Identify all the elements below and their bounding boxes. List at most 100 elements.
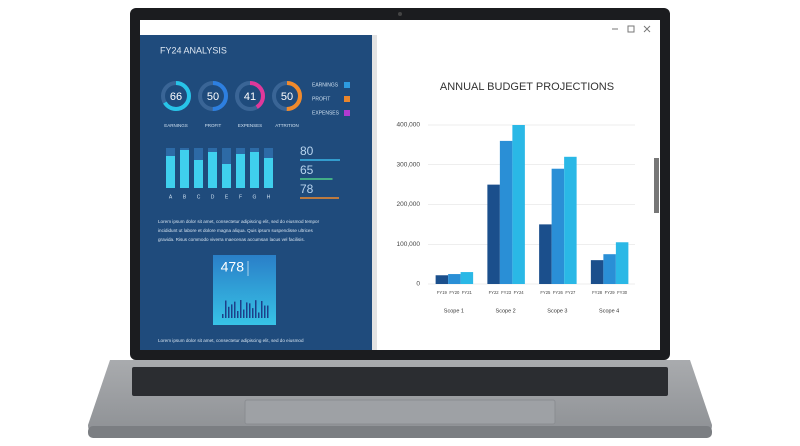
mini-bar-label: D	[211, 194, 215, 200]
card-decoration	[267, 305, 269, 318]
card-decoration	[222, 314, 224, 318]
paragraph-line: Lorem ipsum dolor sit amet, consectetur …	[158, 219, 320, 224]
mini-bar	[222, 164, 231, 188]
gauge-arc	[235, 81, 265, 111]
bar	[499, 140, 513, 284]
bar	[539, 224, 552, 284]
gauge-arc	[198, 81, 228, 111]
panel-title: FY24 ANALYSIS	[160, 45, 227, 55]
x-tick-label: FY29	[605, 290, 616, 295]
legend-swatch	[344, 82, 350, 88]
gauge-label: EARNINGS	[164, 123, 188, 128]
bar	[487, 184, 500, 284]
mini-bar-label: B	[183, 194, 187, 200]
gauge-label: ATTRITION	[275, 123, 298, 128]
card-decoration	[264, 305, 266, 318]
webcam	[398, 12, 402, 16]
card-decoration	[243, 309, 245, 318]
bar	[603, 254, 616, 284]
legend-swatch	[344, 110, 350, 116]
y-tick-label: 0	[416, 281, 420, 288]
mini-bar-label: A	[169, 194, 173, 200]
x-tick-label: FY23	[501, 290, 512, 295]
legend-label: EXPENSES	[312, 110, 340, 116]
x-tick-label: FY20	[449, 290, 460, 295]
scrollbar[interactable]	[654, 158, 659, 213]
mini-bar-label: C	[197, 194, 201, 200]
chart-title: ANNUAL BUDGET PROJECTIONS	[440, 81, 614, 93]
divider	[372, 35, 377, 350]
mini-bar-label: E	[225, 194, 229, 200]
paragraph-line: incididunt ut labore et dolore magna ali…	[158, 228, 313, 233]
gauge-value: 41	[244, 91, 256, 103]
mini-bar-label: H	[267, 194, 271, 200]
card-decoration	[231, 304, 233, 318]
group-label: Scope 3	[547, 308, 567, 314]
group-label: Scope 2	[496, 308, 516, 314]
bar	[551, 168, 565, 284]
card-decoration	[258, 312, 260, 318]
x-tick-label: FY19	[437, 290, 448, 295]
y-tick-label: 200,000	[397, 201, 421, 208]
paragraph-line: Lorem ipsum dolor sit amet, consectetur …	[158, 338, 304, 343]
bar	[448, 274, 461, 284]
window-controls	[612, 25, 651, 33]
legend-label: PROFIT	[312, 96, 330, 102]
y-tick-label: 300,000	[397, 161, 421, 168]
x-tick-label: FY30	[617, 290, 628, 295]
close-button[interactable]	[643, 25, 651, 33]
bar	[590, 260, 604, 284]
legend-label: EARNINGS	[312, 82, 339, 88]
mini-bar	[208, 152, 217, 188]
gauge-label: EXPENSES	[238, 123, 262, 128]
card-decoration	[249, 303, 251, 318]
legend-swatch	[344, 96, 350, 102]
y-tick-label: 100,000	[397, 241, 421, 248]
bar	[460, 272, 474, 284]
mini-bar	[264, 158, 273, 188]
card-decoration	[234, 301, 236, 318]
y-tick-label: 400,000	[397, 122, 421, 129]
card-decoration	[246, 302, 248, 318]
mini-bar	[236, 154, 245, 188]
x-tick-label: FY21	[462, 290, 473, 295]
card-decoration	[255, 300, 257, 318]
stat-value: 80	[300, 144, 314, 158]
x-tick-label: FY24	[514, 290, 525, 295]
card-decoration	[261, 300, 263, 318]
paragraph-line: gravida. Risus commodo viverra maecenas …	[158, 237, 305, 242]
maximize-button[interactable]	[627, 25, 635, 33]
card-decoration	[240, 300, 242, 318]
bar	[615, 242, 629, 284]
bar	[512, 125, 525, 284]
bar	[435, 275, 449, 284]
gauge-value: 66	[170, 91, 182, 103]
stat-value: 65	[300, 163, 314, 177]
card-decoration	[252, 308, 254, 318]
card-decoration	[237, 310, 239, 318]
x-tick-label: FY25	[540, 290, 551, 295]
x-tick-label: FY28	[592, 290, 603, 295]
touchpad	[244, 399, 556, 425]
gauge-value: 50	[281, 91, 293, 103]
bar	[564, 156, 577, 284]
card-decoration	[225, 300, 227, 318]
keyboard	[132, 367, 668, 396]
mini-bar	[180, 150, 189, 188]
mini-bar-label: G	[253, 194, 257, 200]
stat-value: 78	[300, 182, 314, 196]
gauge-value: 50	[207, 91, 219, 103]
x-tick-label: FY27	[565, 290, 576, 295]
group-label: Scope 4	[599, 308, 619, 314]
gauge-arc	[161, 81, 191, 111]
base-edge	[88, 426, 712, 438]
mini-bar	[166, 156, 175, 188]
group-label: Scope 1	[444, 308, 464, 314]
mini-bar	[194, 160, 203, 188]
card-decoration	[228, 306, 230, 318]
mini-bar-label: F	[239, 194, 242, 200]
gauge-arc	[272, 81, 302, 111]
gauge-label: PROFIT	[205, 123, 222, 128]
